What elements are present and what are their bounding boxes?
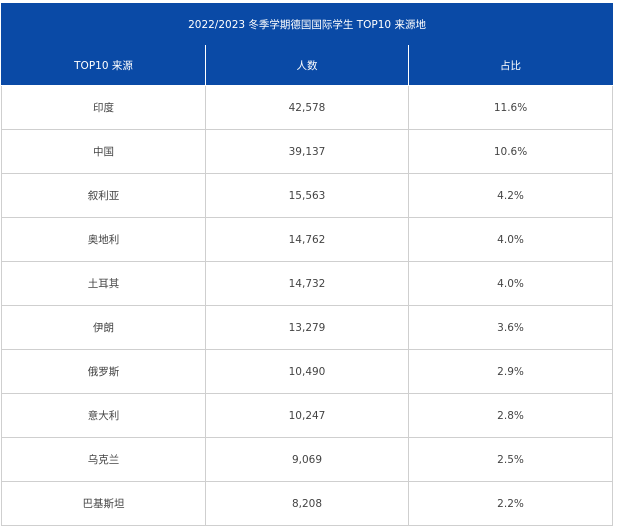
cell-share: 4.0% (407, 217, 614, 262)
cell-country: 俄罗斯 (1, 349, 206, 394)
cell-country: 伊朗 (1, 305, 206, 350)
cell-count: 39,137 (205, 129, 409, 174)
cell-country: 巴基斯坦 (1, 481, 206, 526)
table-row: 奥地利 14,762 4.0% (1, 217, 614, 262)
cell-country: 叙利亚 (1, 173, 206, 218)
table-container: 2022/2023 冬季学期德国国际学生 TOP10 来源地 TOP10 来源 … (0, 3, 614, 526)
table-row: 土耳其 14,732 4.0% (1, 261, 614, 306)
table-title-row: 2022/2023 冬季学期德国国际学生 TOP10 来源地 (0, 3, 614, 45)
cell-share: 11.6% (407, 85, 614, 130)
cell-share: 4.0% (407, 261, 614, 306)
cell-share: 3.6% (407, 305, 614, 350)
cell-count: 13,279 (205, 305, 409, 350)
header-share: 占比 (407, 44, 614, 86)
cell-count: 15,563 (205, 173, 409, 218)
cell-share: 10.6% (407, 129, 614, 174)
table-row: 叙利亚 15,563 4.2% (1, 173, 614, 218)
table-row: 印度 42,578 11.6% (1, 85, 614, 130)
students-table: 2022/2023 冬季学期德国国际学生 TOP10 来源地 TOP10 来源 … (0, 3, 614, 526)
table-row: 巴基斯坦 8,208 2.2% (1, 481, 614, 526)
table-row: 乌克兰 9,069 2.5% (1, 437, 614, 482)
cell-count: 10,490 (205, 349, 409, 394)
cell-country: 乌克兰 (1, 437, 206, 482)
cell-country: 奥地利 (1, 217, 206, 262)
table-row: 俄罗斯 10,490 2.9% (1, 349, 614, 394)
header-count: 人数 (205, 44, 409, 86)
cell-country: 意大利 (1, 393, 206, 438)
table-row: 伊朗 13,279 3.6% (1, 305, 614, 350)
table-row: 意大利 10,247 2.8% (1, 393, 614, 438)
cell-count: 14,732 (205, 261, 409, 306)
cell-country: 土耳其 (1, 261, 206, 306)
header-source: TOP10 来源 (1, 44, 206, 86)
cell-count: 9,069 (205, 437, 409, 482)
cell-share: 2.8% (407, 393, 614, 438)
cell-share: 2.2% (407, 481, 614, 526)
cell-country: 印度 (1, 85, 206, 130)
table-header-row: TOP10 来源 人数 占比 (1, 44, 614, 86)
cell-count: 8,208 (205, 481, 409, 526)
cell-count: 10,247 (205, 393, 409, 438)
table-row: 中国 39,137 10.6% (1, 129, 614, 174)
cell-share: 2.5% (407, 437, 614, 482)
cell-share: 4.2% (407, 173, 614, 218)
cell-count: 14,762 (205, 217, 409, 262)
cell-count: 42,578 (205, 85, 409, 130)
cell-country: 中国 (1, 129, 206, 174)
table-title: 2022/2023 冬季学期德国国际学生 TOP10 来源地 (0, 3, 614, 45)
cell-share: 2.9% (407, 349, 614, 394)
